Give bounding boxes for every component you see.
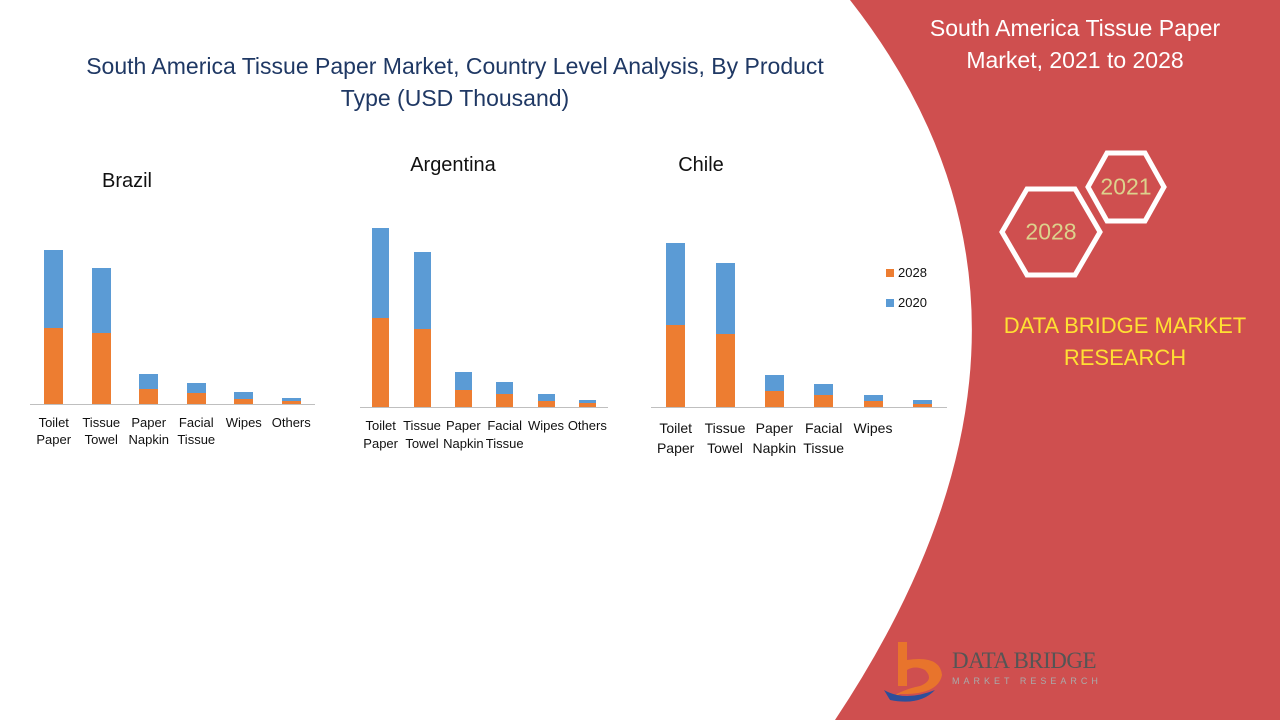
bar-segment (537, 394, 555, 401)
x-tick-label: Toilet Paper (36, 415, 72, 447)
x-tick-label: Wipes (527, 418, 565, 433)
bar-segment (281, 401, 301, 404)
x-tick-label: Wipes (225, 415, 262, 430)
bar-segment (454, 372, 472, 390)
x-tick-label: Tissue Towel (403, 418, 441, 451)
x-tick-label: Paper Napkin (128, 415, 169, 447)
bar-segment (44, 328, 64, 404)
bar-segment (139, 389, 159, 404)
bar-segment (454, 390, 472, 407)
chart-title: Argentina (410, 154, 496, 176)
x-axis (651, 407, 947, 408)
side-panel (835, 0, 1280, 720)
x-tick-label: Facial Tissue (177, 415, 216, 447)
x-tick-label: Facial Tissue (485, 418, 524, 451)
x-tick-label: Toilet Paper (363, 418, 398, 451)
hex-label: 2028 (1025, 218, 1077, 245)
bar-segment (578, 400, 596, 403)
x-tick-label: Toilet Paper (656, 420, 695, 456)
bar-segment (234, 399, 254, 404)
brand-text: DATA BRIDGE MARKET RESEARCH (1003, 313, 1247, 370)
x-tick-label: Paper Napkin (443, 418, 484, 451)
bar-segment (666, 243, 686, 325)
chart-title: Chile (678, 154, 724, 176)
bar-segment (413, 252, 431, 329)
bar-segment (496, 394, 514, 407)
bar-segment (863, 395, 883, 401)
bar-segment (281, 398, 301, 401)
bar-segment (764, 375, 784, 391)
bar-segment (814, 384, 834, 395)
bar-segment (912, 404, 932, 407)
hex-label: 2021 (1100, 173, 1152, 200)
bar-segment (578, 403, 596, 407)
bar-segment (372, 318, 390, 407)
bar-segment (91, 268, 111, 333)
bar-segment (496, 382, 514, 394)
x-tick-label: Wipes (853, 420, 893, 436)
bar-segment (715, 263, 735, 334)
bar-segment (234, 392, 254, 399)
x-tick-label: Facial Tissue (803, 420, 845, 456)
bar-segment (912, 400, 932, 404)
slide-title: South America Tissue Paper Market, Count… (86, 53, 824, 111)
logo-icon (884, 642, 942, 702)
legend-label: 2028 (898, 265, 927, 280)
hexagon (1085, 150, 1167, 224)
bar-segment (863, 401, 883, 407)
hexagon (999, 186, 1103, 278)
bar-segment (764, 391, 784, 407)
bar-segment (666, 325, 686, 407)
panel-title: South America Tissue Paper Market, 2021 … (929, 15, 1221, 73)
x-axis (360, 407, 608, 408)
bar-segment (186, 393, 206, 404)
bar-segment (91, 333, 111, 404)
logo-name: DATA BRIDGE (952, 648, 1097, 673)
bar-segment (186, 383, 206, 393)
bar-segment (537, 401, 555, 407)
x-tick-label: Others (567, 418, 607, 433)
legend-swatch (886, 269, 894, 277)
x-tick-label: Paper Napkin (752, 420, 797, 456)
bar-segment (44, 250, 64, 328)
x-tick-label: Tissue Towel (704, 420, 746, 456)
bar-segment (715, 334, 735, 407)
legend-swatch (886, 299, 894, 307)
x-tick-label: Tissue Towel (82, 415, 121, 447)
bar-segment (372, 228, 390, 318)
chart-title: Brazil (101, 170, 153, 192)
bar-segment (413, 329, 431, 407)
logo-tagline: MARKET RESEARCH (952, 676, 1102, 686)
bar-segment (814, 395, 834, 407)
legend-label: 2020 (898, 295, 927, 310)
x-tick-label: Others (271, 415, 311, 430)
x-axis (30, 404, 315, 405)
bar-segment (139, 374, 159, 389)
